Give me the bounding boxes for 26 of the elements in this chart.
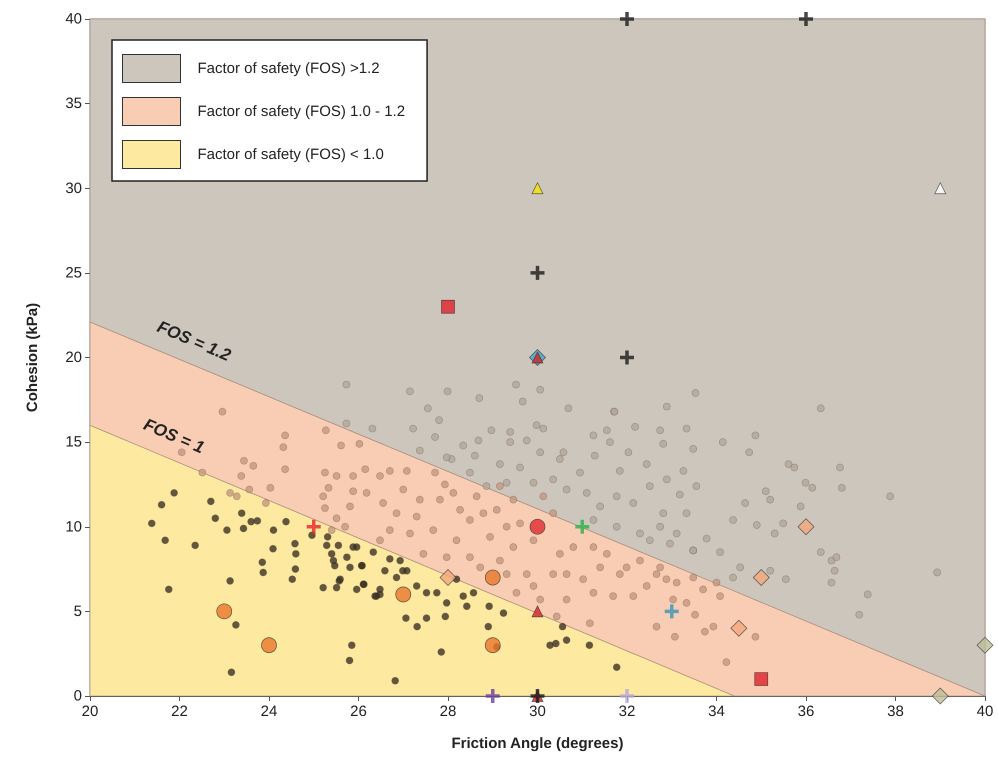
y-tick-label: 20 bbox=[65, 349, 82, 366]
legend-label: Factor of safety (FOS) 1.0 - 1.2 bbox=[198, 103, 406, 120]
y-tick-label: 25 bbox=[65, 264, 82, 282]
x-tick-label: 22 bbox=[171, 703, 188, 720]
y-tick-label: 10 bbox=[65, 518, 82, 536]
x-tick-label: 30 bbox=[529, 703, 546, 720]
annotation: FOS = 1.2 bbox=[154, 317, 234, 366]
x-tick-label: 28 bbox=[440, 703, 456, 720]
y-axis-title: Cohesion (kPa) bbox=[24, 302, 41, 412]
y-tick-label: 40 bbox=[65, 10, 82, 28]
x-tick-label: 38 bbox=[887, 703, 904, 720]
y-tick-label: 0 bbox=[74, 688, 82, 704]
x-tick-label: 36 bbox=[798, 703, 814, 720]
x-tick-label: 26 bbox=[350, 703, 367, 720]
x-tick-label: 40 bbox=[976, 703, 994, 720]
series-label: Factor of safety (FOS) >1.2 bbox=[198, 60, 380, 77]
x-tick-label: 32 bbox=[618, 703, 636, 720]
legend-label: Factor of safety (FOS) < 1.0 bbox=[198, 146, 384, 163]
y-tick-label: 15 bbox=[65, 434, 82, 451]
x-axis-title: Friction Angle (degrees) bbox=[452, 735, 624, 752]
y-tick-label: 5 bbox=[74, 602, 82, 620]
y-tick-label: 35 bbox=[65, 95, 82, 112]
x-tick-label: 24 bbox=[260, 703, 278, 720]
x-tick-label: 34 bbox=[708, 703, 725, 720]
y-tick-label: 30 bbox=[65, 180, 82, 197]
annotation: FOS = 1 bbox=[140, 414, 208, 458]
